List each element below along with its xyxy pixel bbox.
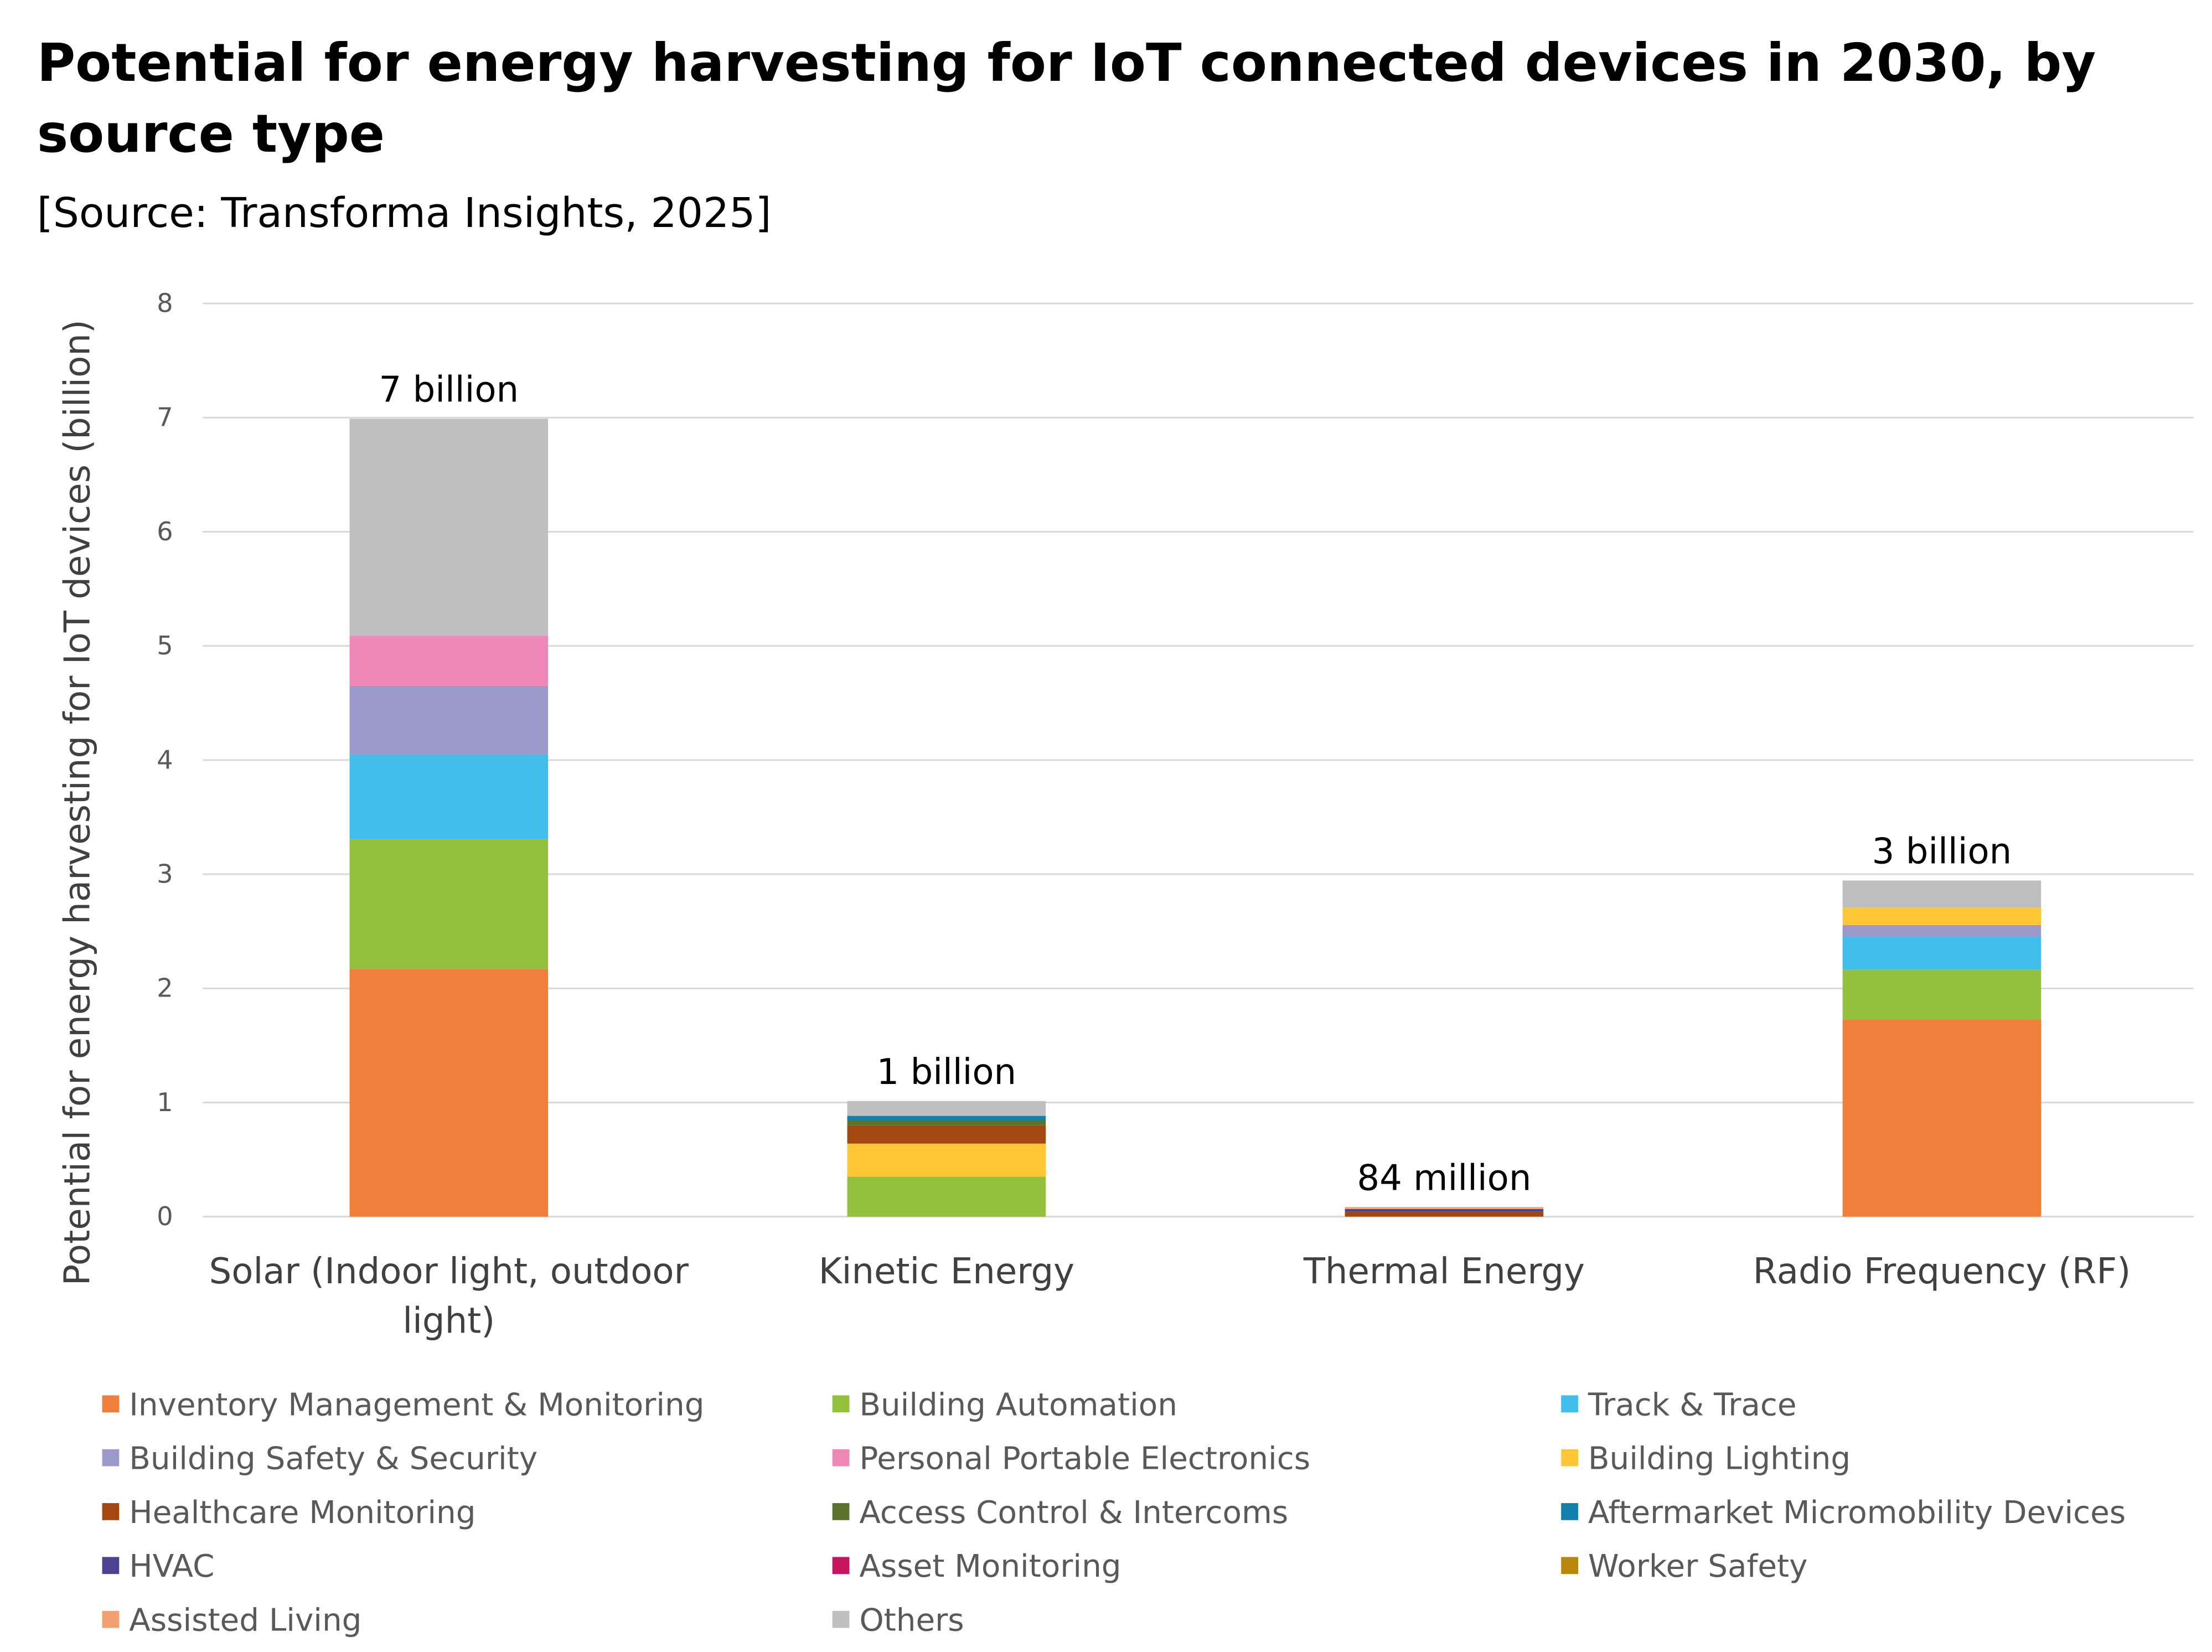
bar-segment-others: [847, 1101, 1046, 1116]
x-category-label: Thermal Energy: [1303, 1251, 1585, 1292]
legend-swatch: [102, 1395, 120, 1413]
x-axis-categories: Solar (Indoor light, outdoor light) Kineti…: [209, 1251, 2131, 1342]
x-category-label: Solar (Indoor light, outdoor: [209, 1251, 689, 1292]
legend-item: Healthcare Monitoring: [102, 1495, 476, 1531]
y-tick-label: 7: [157, 402, 173, 432]
legend-label: Asset Monitoring: [859, 1548, 1121, 1584]
legend-item: Personal Portable Electronics: [832, 1441, 1310, 1477]
bar-segment-track-trace: [1842, 936, 2042, 970]
y-tick-label: 5: [157, 631, 173, 660]
legend-item: Track & Trace: [1561, 1387, 1797, 1423]
legend-swatch: [1561, 1395, 1578, 1413]
bars: [349, 419, 2042, 1217]
legend-swatch: [102, 1449, 120, 1467]
legend: Inventory Management & Monitoring Buildin…: [102, 1387, 2126, 1639]
bar-segment-building-lighting: [1842, 907, 2042, 925]
bar-segment-track-trace: [349, 754, 549, 839]
legend-item: Asset Monitoring: [832, 1548, 1121, 1584]
bar-segment-building-automation: [847, 1176, 1046, 1217]
legend-label: Track & Trace: [1588, 1387, 1797, 1423]
legend-swatch: [832, 1610, 850, 1628]
chart-title-line-2: source type: [37, 104, 385, 164]
x-category-label: Kinetic Energy: [819, 1251, 1074, 1292]
legend-item: Worker Safety: [1561, 1548, 1808, 1584]
x-category-label: Radio Frequency (RF): [1753, 1251, 2131, 1292]
bar-segment-inventory-management-monitoring: [349, 969, 549, 1217]
legend-label: Healthcare Monitoring: [129, 1495, 476, 1531]
bar-segment-building-automation: [1842, 969, 2042, 1020]
legend-item: Inventory Management & Monitoring: [102, 1387, 704, 1423]
legend-swatch: [1561, 1557, 1578, 1574]
legend-item: Assisted Living: [102, 1603, 361, 1639]
legend-label: Building Lighting: [1588, 1441, 1851, 1477]
legend-swatch: [832, 1503, 850, 1520]
legend-item: Building Automation: [832, 1387, 1177, 1423]
legend-item: Aftermarket Micromobility Devices: [1561, 1495, 2126, 1531]
bar-segment-healthcare-monitoring: [1345, 1211, 1544, 1217]
total-label: 7 billion: [379, 370, 519, 411]
legend-label: Building Automation: [859, 1387, 1177, 1423]
bar-segment-building-safety-security: [1842, 925, 2042, 937]
legend-label: Assisted Living: [129, 1603, 361, 1639]
legend-item: Building Lighting: [1561, 1441, 1851, 1477]
x-category-label: light): [402, 1301, 495, 1342]
legend-swatch: [102, 1557, 120, 1574]
bar-segment-aftermarket-micromobility-devices: [847, 1116, 1046, 1121]
bar-segment-others: [349, 419, 549, 636]
legend-item: Building Safety & Security: [102, 1441, 538, 1477]
legend-swatch: [1561, 1449, 1578, 1467]
legend-label: Inventory Management & Monitoring: [129, 1387, 704, 1423]
legend-swatch: [1561, 1503, 1578, 1520]
chart-title-line-1: Potential for energy harvesting for IoT …: [37, 33, 2096, 94]
legend-item: Others: [832, 1603, 964, 1639]
legend-label: Others: [859, 1603, 964, 1639]
chart-subtitle: [Source: Transforma Insights, 2025]: [37, 189, 772, 237]
total-label: 84 million: [1357, 1158, 1531, 1199]
y-tick-label: 1: [157, 1087, 173, 1117]
legend-item: HVAC: [102, 1548, 214, 1584]
legend-label: Personal Portable Electronics: [859, 1441, 1310, 1477]
legend-swatch: [102, 1503, 120, 1520]
bar-segment-personal-portable-electronics: [349, 636, 549, 686]
total-label: 1 billion: [877, 1052, 1017, 1093]
legend-label: Worker Safety: [1588, 1548, 1808, 1584]
bar-segment-hvac: [1345, 1209, 1544, 1212]
legend-label: Building Safety & Security: [129, 1441, 538, 1477]
y-tick-label: 3: [157, 859, 173, 889]
legend-label: Aftermarket Micromobility Devices: [1588, 1495, 2126, 1531]
legend-swatch: [102, 1610, 120, 1628]
legend-swatch: [832, 1395, 850, 1413]
y-axis-label: Potential for energy harvesting for IoT …: [57, 319, 98, 1286]
total-label: 3 billion: [1872, 832, 2012, 873]
y-tick-label: 8: [157, 288, 173, 318]
y-tick-label: 4: [157, 745, 173, 775]
bar-segment-others: [1842, 880, 2042, 908]
bar-segment-healthcare-monitoring: [847, 1125, 1046, 1144]
legend-label: Access Control & Intercoms: [859, 1495, 1288, 1531]
legend-label: HVAC: [129, 1548, 214, 1584]
bar-segment-assisted-living: [1345, 1207, 1544, 1209]
y-tick-label: 0: [157, 1201, 173, 1231]
legend-item: Access Control & Intercoms: [832, 1495, 1288, 1531]
bar-segment-access-control-intercoms: [847, 1120, 1046, 1126]
y-tick-label: 6: [157, 517, 173, 546]
total-labels: 7 billion 1 billion 84 million 3 billion: [379, 370, 2012, 1199]
bar-segment-building-lighting: [847, 1143, 1046, 1177]
bar-segment-building-safety-security: [349, 685, 549, 755]
legend-swatch: [832, 1449, 850, 1467]
y-tick-label: 2: [157, 973, 173, 1003]
y-axis-ticks: 0 1 2 3 4 5 6 7 8: [157, 288, 173, 1232]
legend-swatch: [832, 1557, 850, 1574]
bar-segment-inventory-management-monitoring: [1842, 1019, 2042, 1217]
bar-segment-building-automation: [349, 839, 549, 969]
